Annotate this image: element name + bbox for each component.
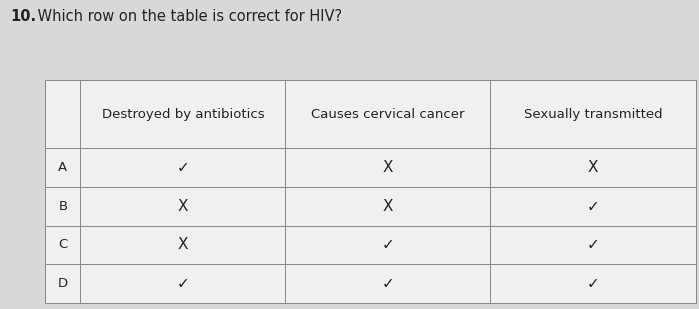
Text: ✓: ✓ bbox=[586, 276, 599, 291]
Bar bbox=[285, 148, 491, 187]
Bar bbox=[285, 264, 491, 303]
Text: C: C bbox=[58, 238, 68, 252]
Bar bbox=[45, 148, 80, 187]
Bar bbox=[45, 226, 80, 264]
Text: X: X bbox=[178, 199, 188, 214]
Text: Causes cervical cancer: Causes cervical cancer bbox=[311, 108, 465, 121]
Text: B: B bbox=[58, 200, 68, 213]
Bar bbox=[491, 187, 696, 226]
Bar bbox=[285, 187, 491, 226]
Bar bbox=[80, 187, 285, 226]
Bar bbox=[491, 148, 696, 187]
Bar bbox=[80, 264, 285, 303]
Bar bbox=[491, 226, 696, 264]
Text: ✓: ✓ bbox=[586, 199, 599, 214]
Bar bbox=[285, 80, 491, 148]
Text: ✓: ✓ bbox=[382, 237, 394, 252]
Text: X: X bbox=[588, 160, 598, 175]
Text: A: A bbox=[58, 161, 68, 174]
Bar bbox=[491, 80, 696, 148]
Bar bbox=[285, 226, 491, 264]
Bar bbox=[491, 264, 696, 303]
Text: X: X bbox=[178, 237, 188, 252]
Text: ✓: ✓ bbox=[586, 237, 599, 252]
Text: X: X bbox=[382, 199, 394, 214]
Text: ✓: ✓ bbox=[382, 276, 394, 291]
Text: ✓: ✓ bbox=[177, 276, 189, 291]
Text: Which row on the table is correct for HIV?: Which row on the table is correct for HI… bbox=[33, 9, 342, 24]
Bar bbox=[80, 226, 285, 264]
Text: X: X bbox=[382, 160, 394, 175]
Text: Sexually transmitted: Sexually transmitted bbox=[524, 108, 662, 121]
Bar bbox=[80, 80, 285, 148]
Bar bbox=[45, 80, 80, 148]
Bar bbox=[45, 264, 80, 303]
Bar bbox=[80, 148, 285, 187]
Text: ✓: ✓ bbox=[177, 160, 189, 175]
Text: D: D bbox=[58, 277, 68, 290]
Text: Destroyed by antibiotics: Destroyed by antibiotics bbox=[101, 108, 264, 121]
Bar bbox=[45, 187, 80, 226]
Text: 10.: 10. bbox=[10, 9, 36, 24]
